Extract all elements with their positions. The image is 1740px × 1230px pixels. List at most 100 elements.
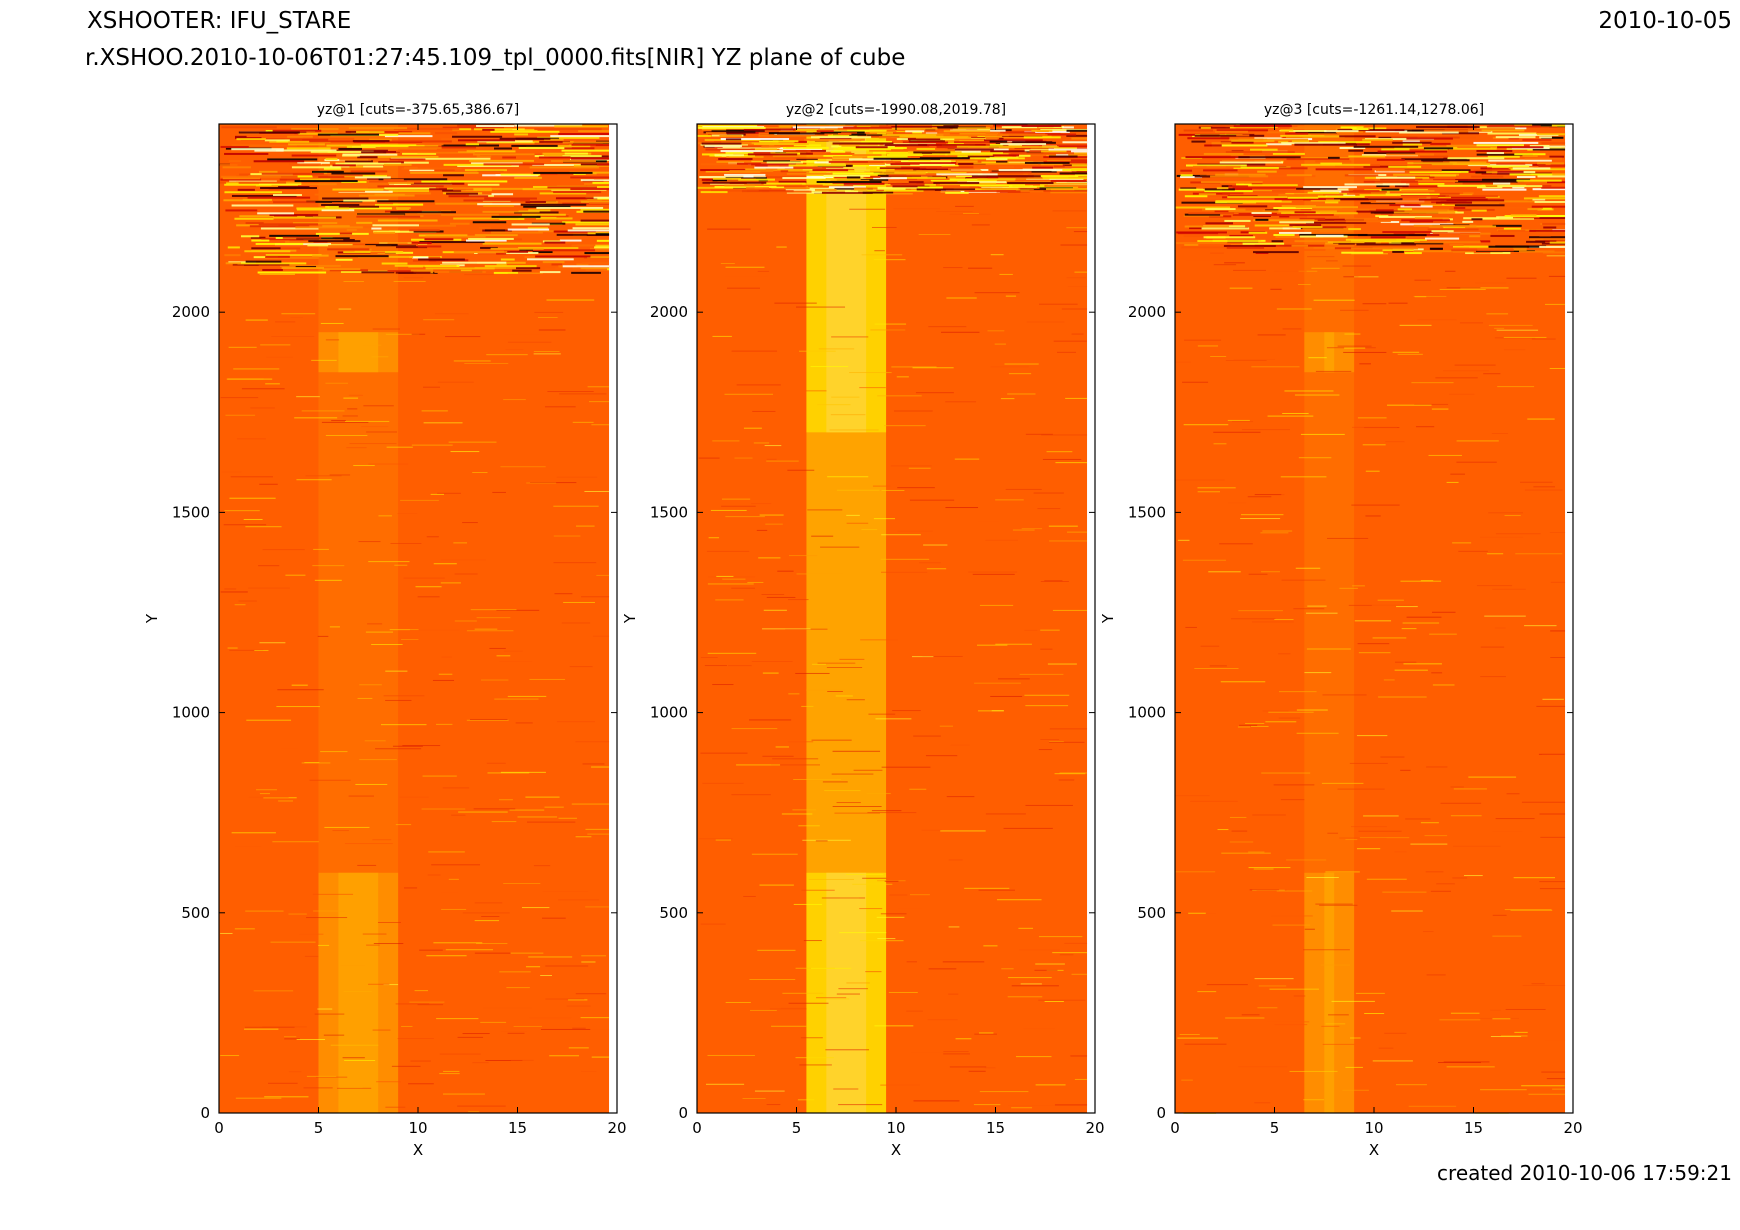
noise-streak [1321, 782, 1364, 784]
noise-streak [922, 655, 963, 657]
noise-streak [518, 246, 579, 249]
noise-streak [1183, 424, 1229, 426]
noise-streak [572, 1027, 586, 1029]
noise-streak [584, 490, 610, 492]
noise-streak [555, 267, 581, 270]
noise-streak [357, 697, 373, 699]
noise-streak [496, 609, 540, 611]
noise-streak [438, 673, 453, 675]
noise-streak [762, 628, 811, 630]
noise-streak [1294, 240, 1329, 243]
noise-streak [1538, 207, 1552, 210]
noise-streak [974, 1033, 997, 1035]
noise-streak [835, 695, 853, 697]
noise-streak [1542, 251, 1566, 254]
noise-streak [1188, 912, 1206, 914]
noise-streak [411, 242, 432, 245]
noise-streak [500, 771, 546, 773]
noise-streak [836, 802, 861, 804]
noise-streak [978, 710, 1004, 712]
noise-streak [859, 908, 883, 910]
noise-streak [284, 1038, 300, 1040]
noise-streak [967, 155, 1002, 158]
noise-streak [228, 346, 257, 348]
noise-streak [591, 1028, 610, 1030]
noise-streak [861, 254, 903, 256]
noise-streak [457, 1036, 484, 1038]
noise-streak [362, 933, 387, 935]
noise-streak [1059, 172, 1088, 175]
noise-streak [1262, 530, 1293, 532]
noise-streak [1208, 571, 1241, 573]
noise-streak [288, 1071, 302, 1073]
noise-streak [1546, 255, 1566, 257]
noise-streak [244, 1028, 279, 1030]
noise-streak [1315, 234, 1344, 237]
noise-streak [1071, 973, 1088, 975]
noise-streak [387, 181, 414, 184]
noise-streak [1392, 250, 1404, 253]
noise-streak [954, 138, 985, 141]
noise-streak [800, 152, 813, 155]
noise-streak [872, 151, 940, 154]
noise-streak [1344, 183, 1410, 186]
noise-streak [1040, 128, 1088, 131]
noise-streak [1068, 152, 1088, 155]
noise-streak [1216, 129, 1269, 132]
x-axis-label: X [413, 1141, 423, 1159]
noise-streak [1175, 795, 1210, 797]
noise-streak [375, 147, 442, 150]
noise-streak [1552, 1088, 1566, 1090]
noise-streak [1038, 999, 1086, 1001]
noise-streak [796, 573, 843, 575]
noise-streak [822, 781, 848, 783]
noise-streak [474, 266, 532, 269]
noise-streak [712, 335, 732, 337]
noise-streak [899, 135, 969, 138]
noise-streak [1261, 571, 1280, 573]
noise-streak [1074, 174, 1088, 177]
noise-streak [1462, 220, 1474, 223]
noise-streak [831, 336, 869, 338]
noise-streak [1273, 234, 1295, 237]
noise-streak [751, 661, 793, 663]
noise-streak [1071, 137, 1088, 140]
noise-streak [1175, 361, 1191, 363]
noise-streak [1392, 351, 1420, 353]
noise-streak [956, 145, 1022, 148]
noise-streak [538, 329, 566, 331]
noise-streak [718, 158, 753, 161]
noise-streak [1383, 679, 1395, 681]
noise-streak [1399, 324, 1432, 326]
noise-streak [983, 945, 998, 947]
noise-streak [357, 213, 406, 216]
noise-streak [949, 1066, 987, 1068]
noise-streak [359, 759, 397, 761]
noise-streak [370, 251, 385, 254]
noise-streak [587, 833, 610, 835]
noise-streak [1497, 146, 1544, 149]
noise-streak [1342, 1089, 1369, 1091]
noise-streak [812, 663, 827, 665]
noise-streak [1066, 129, 1088, 132]
noise-streak [288, 143, 325, 146]
noise-streak [1512, 167, 1551, 170]
noise-streak [368, 983, 390, 985]
noise-streak [754, 166, 794, 169]
noise-streak [1238, 156, 1301, 159]
noise-streak [697, 134, 712, 137]
noise-streak [744, 183, 800, 186]
noise-streak [758, 134, 818, 137]
noise-streak [550, 135, 610, 138]
noise-streak [1443, 1061, 1490, 1063]
noise-streak [849, 372, 892, 374]
noise-streak [383, 695, 425, 697]
noise-streak [521, 907, 550, 909]
x-tick-label: 15 [508, 1119, 527, 1137]
noise-streak [325, 339, 340, 341]
noise-streak [771, 1025, 807, 1027]
noise-streak [305, 475, 342, 477]
noise-streak [1378, 696, 1427, 698]
noise-streak [1322, 694, 1367, 696]
noise-streak [846, 514, 860, 516]
